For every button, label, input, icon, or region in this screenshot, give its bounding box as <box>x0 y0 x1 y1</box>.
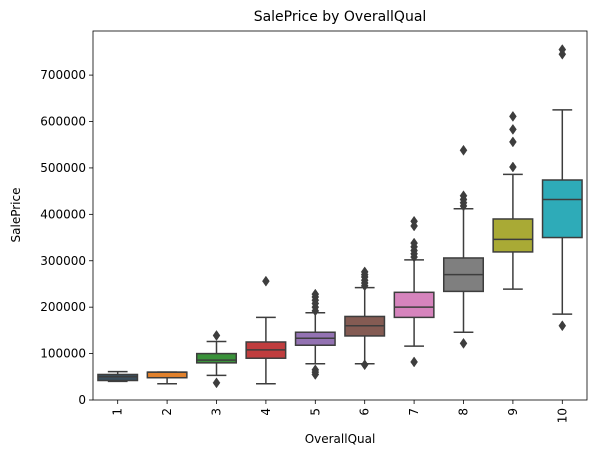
x-axis-label: OverallQual <box>305 432 376 446</box>
x-tick-label: 8 <box>457 408 471 416</box>
plot-area <box>93 31 587 400</box>
y-tick-label: 500000 <box>40 161 86 175</box>
outlier-point <box>262 275 270 287</box>
plot-frame <box>92 30 588 401</box>
y-tick-label: 700000 <box>40 68 86 82</box>
x-tick-label: 9 <box>506 408 520 416</box>
x-tick-label: 4 <box>259 408 273 416</box>
iqr-box <box>195 352 238 364</box>
outlier-point <box>459 190 468 202</box>
outlier-point <box>509 136 517 148</box>
outlier-point <box>459 337 468 349</box>
outlier-point <box>509 110 517 122</box>
y-tick-label: 0 <box>78 393 86 407</box>
box-group <box>294 288 336 380</box>
outlier-point <box>410 356 418 368</box>
outlier-point <box>558 44 567 56</box>
outlier-point <box>558 320 567 332</box>
iqr-box <box>541 179 583 239</box>
outlier-point <box>360 266 369 278</box>
box-group <box>344 266 386 371</box>
y-tick-label: 100000 <box>40 347 86 361</box>
outlier-point <box>509 161 517 173</box>
y-tick-label: 600000 <box>40 115 86 129</box>
iqr-box <box>492 218 534 253</box>
y-tick-label: 300000 <box>40 254 86 268</box>
box-group <box>541 44 583 332</box>
boxes-layer <box>97 44 583 389</box>
box-group <box>492 110 534 290</box>
box-group <box>245 275 287 385</box>
box-group <box>146 371 188 385</box>
box-group <box>195 330 238 389</box>
outlier-point <box>311 364 320 376</box>
outlier-point <box>360 359 369 371</box>
x-tick-label: 3 <box>210 408 224 416</box>
outlier-point <box>410 215 418 227</box>
iqr-box <box>146 371 188 379</box>
y-tick-label: 200000 <box>40 300 86 314</box>
x-tick-label: 7 <box>407 408 421 416</box>
iqr-box <box>393 291 435 319</box>
outlier-point <box>410 237 418 249</box>
box-group <box>97 370 139 383</box>
box-group <box>393 215 435 368</box>
x-tick-label: 2 <box>160 408 174 416</box>
outlier-point <box>459 144 468 156</box>
x-tick-label: 1 <box>111 408 125 416</box>
y-tick-label: 400000 <box>40 207 86 221</box>
y-axis: 0 100000 200000 300000 400000 500000 600000 700… <box>40 68 93 407</box>
outlier-point <box>212 377 221 389</box>
x-tick-label: 6 <box>358 408 372 416</box>
x-tick-label: 5 <box>308 408 322 416</box>
x-tick-label: 10 <box>555 408 569 423</box>
outlier-point <box>311 288 320 300</box>
x-axis: 1 2 3 4 5 6 7 8 9 10 <box>111 400 569 423</box>
y-axis-label: SalePrice <box>9 188 23 243</box>
box-group <box>442 144 485 349</box>
outlier-point <box>509 123 517 135</box>
chart-title: SalePrice by OverallQual <box>254 9 427 25</box>
outlier-point <box>212 330 221 341</box>
